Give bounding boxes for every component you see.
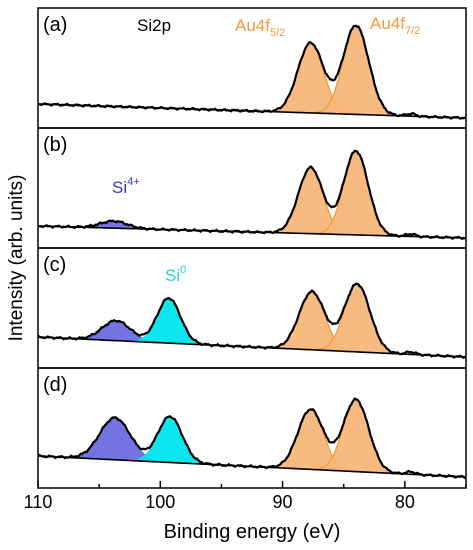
panel-plot-area [38,397,466,480]
x-axis-label: Binding energy (eV) [164,521,341,543]
x-axis: 110 100 90 80 [24,481,467,512]
panel-label: (d) [43,374,67,396]
panel-label: (a) [43,14,67,36]
panel-frame [37,367,467,489]
panel-d: (d) [37,367,467,489]
panel-plot-area [38,149,466,240]
x-tick-label: 80 [395,492,415,512]
spectrum-line [38,282,466,359]
panel-plot-area [38,24,466,120]
spectrum-line [38,149,466,240]
annotation-label: Au4f5/2 [235,16,285,39]
x-tick-label: 110 [24,492,53,512]
panel-c: (c) Si0 [37,247,467,369]
panels-group: (a) Si2p Au4f5/2 Au4f7/2 (b) Si4+ (c) Si0 (d) [37,7,467,489]
panel-label: (b) [43,134,67,156]
annotation-label: Si4+ [112,176,140,197]
panel-frame [37,247,467,369]
x-tick-label: 100 [145,492,175,512]
annotation-label: Au4f7/2 [370,14,420,37]
y-axis-label: Intensity (arb. units) [6,175,27,342]
panel-b: (b) Si4+ [37,127,467,249]
x-tick-label: 90 [273,492,293,512]
panel-frame [37,127,467,249]
panel-label: (c) [43,254,66,276]
annotation-label: Si2p [137,16,171,35]
spectrum-line [38,397,466,480]
panel-plot-area [38,282,466,359]
spectrum-line [38,24,466,120]
annotation-label: Si0 [165,264,186,285]
panel-a: (a) Si2p Au4f5/2 Au4f7/2 [37,7,467,129]
